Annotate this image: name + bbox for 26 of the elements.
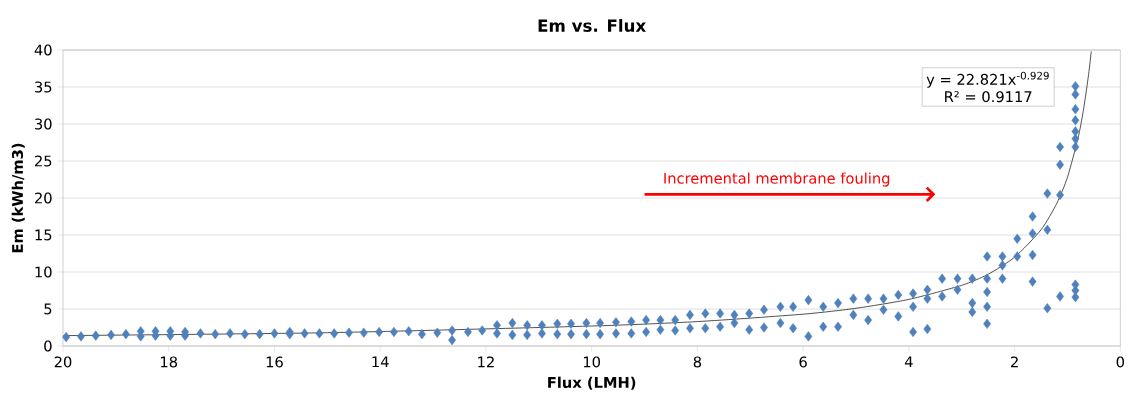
- x-tick-label: 12: [478, 356, 494, 368]
- annotation: Incremental membrane fouling: [664, 172, 890, 187]
- x-tick-label: 6: [799, 356, 807, 368]
- y-tick-label: 25: [34, 155, 52, 167]
- y-tick-label: 30: [35, 118, 52, 130]
- x-tick-label: 0: [1116, 356, 1125, 368]
- y-tick-label: 15: [35, 229, 52, 241]
- y-tick-label: 40: [34, 44, 52, 56]
- y-tick-label: 5: [44, 303, 52, 315]
- y-tick-label: 20: [34, 192, 52, 204]
- chart-title: Em vs. Flux: [538, 19, 646, 32]
- x-tick-label: 10: [583, 356, 600, 368]
- annotation: R² = 0.9117: [945, 91, 1032, 103]
- x-tick-label: 8: [693, 356, 702, 368]
- y-tick-label: 35: [35, 81, 52, 93]
- x-axis-title: Flux (LMH): [548, 376, 636, 390]
- x-tick-label: 4: [904, 356, 913, 368]
- x-tick-label: 16: [266, 356, 283, 368]
- x-tick-label: 14: [372, 356, 389, 368]
- y-tick-label: 10: [35, 266, 52, 278]
- y-axis-title: Em (kWh/m3): [11, 143, 25, 253]
- x-tick-label: 20: [54, 356, 72, 368]
- x-tick-label: 18: [161, 356, 178, 368]
- y-tick-label: 0: [44, 340, 52, 352]
- annotation: y = 22.821x$^{-0.929}$: [926, 71, 1049, 88]
- x-tick-label: 2: [1011, 356, 1018, 368]
